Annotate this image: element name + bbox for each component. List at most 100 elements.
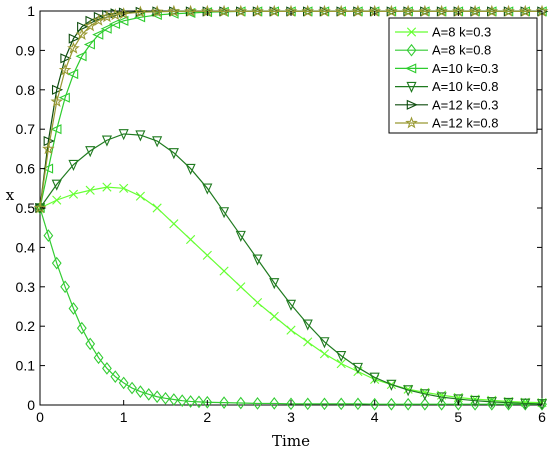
data-point-marker bbox=[184, 4, 197, 17]
data-point-marker bbox=[92, 13, 105, 26]
x-tick-label: 2 bbox=[203, 409, 211, 425]
data-point-marker bbox=[168, 148, 179, 160]
data-point-marker bbox=[52, 195, 62, 205]
data-point-marker bbox=[419, 397, 430, 411]
data-point-marker bbox=[219, 396, 229, 409]
data-point-marker bbox=[351, 4, 365, 17]
data-point-marker bbox=[50, 124, 62, 135]
data-point-marker bbox=[168, 393, 179, 406]
data-point-marker bbox=[102, 182, 112, 192]
data-point-marker bbox=[67, 41, 80, 54]
y-tick-label: 0.1 bbox=[16, 358, 36, 374]
data-point-marker bbox=[405, 116, 418, 129]
y-tick-label: 0.2 bbox=[16, 318, 36, 334]
data-point-marker bbox=[419, 389, 430, 401]
data-point-marker bbox=[251, 4, 264, 17]
data-point-marker bbox=[150, 5, 164, 18]
data-point-marker bbox=[302, 319, 313, 331]
legend-item: A=10 k=0.3 bbox=[395, 61, 499, 76]
y-tick-label: 1 bbox=[27, 3, 35, 19]
data-point-marker bbox=[51, 84, 64, 95]
data-point-marker bbox=[406, 43, 417, 57]
data-point-marker bbox=[536, 399, 548, 411]
data-point-marker bbox=[468, 4, 482, 17]
data-point-marker bbox=[219, 266, 229, 276]
data-point-marker bbox=[85, 146, 96, 158]
x-axis-label: Time bbox=[272, 432, 310, 450]
data-point-marker bbox=[235, 396, 246, 410]
data-point-marker bbox=[285, 299, 297, 311]
data-point-marker bbox=[185, 395, 196, 408]
data-point-marker bbox=[118, 129, 129, 141]
y-axis-label: x bbox=[6, 186, 15, 204]
data-point-marker bbox=[453, 397, 464, 411]
legend-item: A=12 k=0.3 bbox=[395, 97, 499, 112]
data-point-marker bbox=[470, 397, 480, 411]
data-point-marker bbox=[202, 250, 212, 260]
data-point-marker bbox=[68, 302, 79, 315]
data-point-marker bbox=[118, 376, 129, 390]
x-tick-label: 1 bbox=[120, 409, 128, 425]
legend-box bbox=[388, 17, 538, 134]
data-point-marker bbox=[33, 201, 47, 214]
data-point-marker bbox=[470, 395, 481, 408]
data-point-marker bbox=[93, 11, 105, 22]
data-point-marker bbox=[102, 361, 112, 375]
data-point-marker bbox=[100, 23, 112, 34]
data-point-marker bbox=[68, 189, 79, 199]
data-point-marker bbox=[60, 280, 70, 294]
legend-label: A=8 k=0.8 bbox=[432, 43, 491, 58]
series-a-12-k-0-8 bbox=[33, 4, 549, 214]
legend-item: A=8 k=0.3 bbox=[395, 25, 491, 40]
data-point-marker bbox=[75, 51, 87, 62]
data-point-marker bbox=[336, 397, 347, 411]
x-tick-label: 6 bbox=[538, 409, 546, 425]
data-point-marker bbox=[68, 159, 79, 172]
data-point-marker bbox=[319, 337, 330, 349]
data-point-marker bbox=[219, 207, 230, 219]
data-point-marker bbox=[135, 191, 145, 201]
data-point-marker bbox=[234, 4, 248, 17]
data-point-marker bbox=[76, 321, 87, 335]
data-point-marker bbox=[67, 68, 79, 80]
data-point-marker bbox=[68, 33, 80, 44]
y-tick-label: 0 bbox=[27, 397, 35, 413]
y-tick-label: 0.5 bbox=[16, 200, 36, 216]
data-point-marker bbox=[369, 397, 380, 411]
data-point-marker bbox=[83, 19, 97, 32]
data-point-marker bbox=[217, 4, 231, 17]
legend-item: A=10 k=0.8 bbox=[395, 79, 499, 94]
data-point-marker bbox=[160, 391, 171, 405]
data-point-marker bbox=[85, 337, 96, 351]
data-point-marker bbox=[50, 94, 64, 107]
data-point-marker bbox=[252, 397, 263, 410]
data-point-marker bbox=[267, 4, 281, 17]
legend-label: A=10 k=0.3 bbox=[432, 61, 499, 76]
data-point-marker bbox=[319, 349, 330, 359]
data-point-marker bbox=[301, 4, 315, 17]
data-point-marker bbox=[83, 39, 95, 50]
data-point-marker bbox=[406, 81, 417, 93]
data-point-marker bbox=[252, 254, 263, 266]
data-point-marker bbox=[58, 92, 70, 103]
data-point-marker bbox=[236, 282, 246, 292]
data-point-marker bbox=[117, 15, 129, 26]
data-point-marker bbox=[318, 4, 331, 17]
data-point-marker bbox=[303, 337, 313, 347]
data-point-marker bbox=[352, 362, 363, 374]
data-point-marker bbox=[43, 229, 54, 242]
data-point-marker bbox=[75, 28, 89, 41]
data-point-marker bbox=[177, 394, 188, 408]
legend-label: A=8 k=0.3 bbox=[432, 25, 491, 40]
x-tick-label: 3 bbox=[287, 409, 295, 425]
data-point-marker bbox=[134, 5, 147, 18]
data-point-marker bbox=[42, 142, 55, 155]
data-point-marker bbox=[336, 359, 346, 369]
data-point-marker bbox=[202, 183, 213, 195]
data-point-marker bbox=[502, 4, 515, 17]
data-point-marker bbox=[269, 397, 280, 410]
y-tick-label: 0.4 bbox=[16, 239, 36, 255]
data-point-marker bbox=[186, 234, 196, 245]
